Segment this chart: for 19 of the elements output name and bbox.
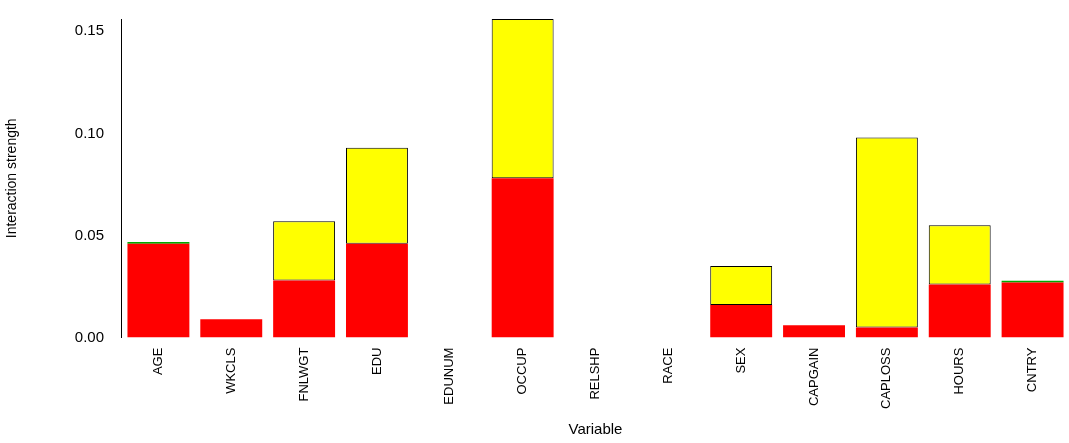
y-tick-label: 0.00 bbox=[74, 327, 104, 345]
x-tick-label: FNLWGT bbox=[295, 347, 311, 402]
x-tick-label: CAPGAIN bbox=[805, 347, 821, 407]
x-tick-label: CNTRY bbox=[1024, 347, 1040, 393]
y-tick-label: 0.10 bbox=[74, 123, 104, 141]
x-tick-label: EDUNUM bbox=[441, 347, 457, 405]
y-tick-label: 0.05 bbox=[74, 225, 104, 243]
x-tick-label: SEX bbox=[732, 347, 748, 374]
y-tick-label: 0.15 bbox=[74, 21, 104, 39]
x-tick-label: AGE bbox=[150, 347, 165, 376]
x-tick-label: WKCLS bbox=[222, 347, 238, 394]
x-tick-label: EDU bbox=[368, 347, 384, 376]
y-axis-title: Interaction strength bbox=[3, 118, 20, 239]
x-axis-title: Variable bbox=[568, 420, 623, 438]
x-tick-label: OCCUP bbox=[514, 347, 530, 395]
x-tick-label: CAPLOSS bbox=[878, 347, 894, 410]
x-tick-label: RELSHP bbox=[587, 347, 603, 400]
x-tick-label: HOURS bbox=[951, 347, 967, 395]
x-tick-label: RACE bbox=[659, 347, 675, 384]
